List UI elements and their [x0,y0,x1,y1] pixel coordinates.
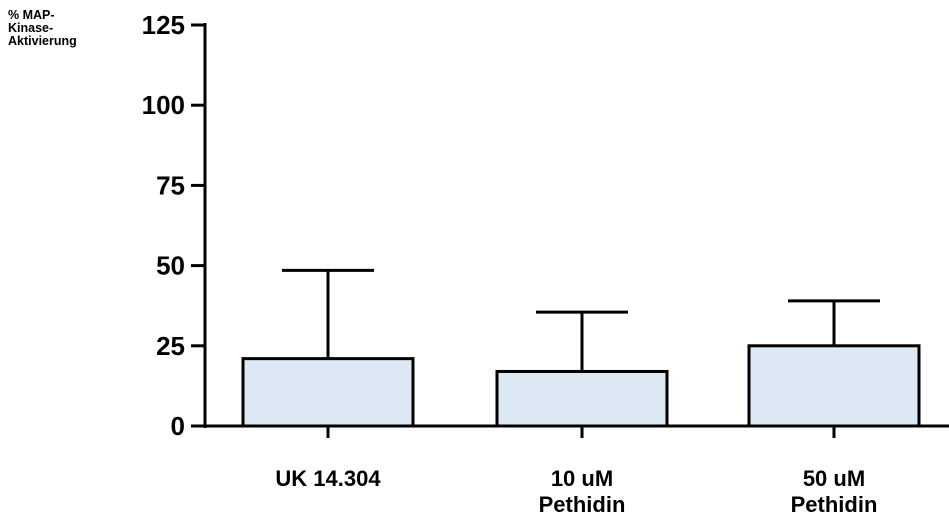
bar [495,369,669,428]
x-tick-label: UK 14.304 [275,466,381,491]
bar [747,344,921,428]
y-tick-label: 100 [142,90,185,120]
y-tick-label: 50 [156,251,185,281]
x-tick-label: 50 uM [803,466,865,491]
x-tick-label: 10 uM [551,466,613,491]
y-tick-label: 75 [156,170,185,200]
y-axis-label-line-3: Aktivierung [8,34,77,48]
x-tick-label: Pethidin [791,492,878,516]
y-axis-label-line-1: % MAP- [8,8,55,22]
y-axis-label: % MAP- Kinase- Aktivierung [8,9,77,48]
y-tick-label: 125 [142,10,185,40]
bar [241,357,415,428]
y-tick-label: 0 [171,411,185,441]
x-tick-label: Pethidin [539,492,626,516]
y-axis-label-line-2: Kinase- [8,21,54,35]
y-tick-label: 25 [156,331,185,361]
